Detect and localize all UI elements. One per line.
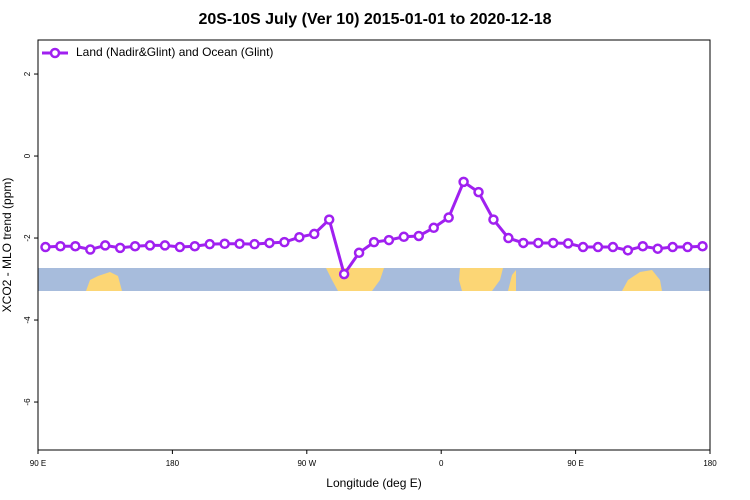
- point: [562, 238, 574, 249]
- y-tick-label: 2: [23, 71, 32, 76]
- point: [428, 222, 439, 234]
- y-tick-label: -2: [23, 234, 32, 242]
- y-tick-label: 0: [23, 153, 32, 158]
- point: [294, 231, 305, 243]
- point: [443, 212, 454, 223]
- point: [40, 241, 51, 253]
- chart-title: 20S-10S July (Ver 10) 2015-01-01 to 2020…: [198, 11, 551, 28]
- point: [70, 240, 81, 252]
- x-tick-label: 180: [703, 459, 717, 468]
- x-tick-label: 90 W: [297, 459, 316, 468]
- point: [353, 247, 365, 259]
- point: [85, 244, 96, 255]
- map-strip: [38, 268, 710, 291]
- point: [383, 234, 395, 246]
- point: [667, 241, 678, 253]
- point: [144, 240, 156, 251]
- y-axis-label: XCO2 - MLO trend (ppm): [0, 178, 14, 313]
- point: [249, 238, 260, 250]
- point: [204, 238, 215, 250]
- point: [458, 176, 469, 188]
- x-tick-label: 90 E: [30, 459, 46, 468]
- point: [129, 240, 141, 252]
- point: [264, 237, 275, 249]
- x-tick-label: 0: [439, 459, 444, 468]
- point: [413, 230, 425, 242]
- point: [697, 240, 708, 252]
- point: [637, 240, 649, 252]
- point: [622, 245, 634, 256]
- point: [234, 238, 245, 250]
- point: [99, 240, 111, 251]
- point: [159, 240, 171, 251]
- legend-marker: [49, 47, 61, 59]
- point: [682, 241, 693, 253]
- point: [219, 238, 230, 250]
- point: [488, 214, 499, 225]
- point: [338, 268, 350, 280]
- y-tick-label: -6: [23, 398, 32, 406]
- y-tick-label: -4: [23, 316, 32, 324]
- point: [323, 214, 335, 225]
- point: [309, 228, 320, 240]
- point: [174, 241, 186, 253]
- point: [114, 242, 126, 254]
- point: [547, 237, 559, 249]
- point: [503, 232, 514, 244]
- x-axis-label: Longitude (deg E): [326, 476, 421, 490]
- point: [189, 240, 201, 252]
- point: [518, 237, 529, 249]
- point: [398, 231, 410, 243]
- point: [473, 186, 484, 198]
- legend-label: Land (Nadir&Glint) and Ocean (Glint): [76, 45, 273, 59]
- plot-frame: [37, 39, 711, 451]
- point: [279, 236, 290, 248]
- series-line: [45, 179, 703, 278]
- point: [652, 243, 663, 254]
- point: [607, 241, 619, 253]
- point: [368, 236, 380, 248]
- x-tick-label: 180: [166, 459, 180, 468]
- point: [533, 237, 544, 249]
- point: [55, 240, 66, 252]
- x-tick-label: 90 E: [567, 459, 583, 468]
- point: [592, 241, 604, 253]
- point: [577, 241, 589, 253]
